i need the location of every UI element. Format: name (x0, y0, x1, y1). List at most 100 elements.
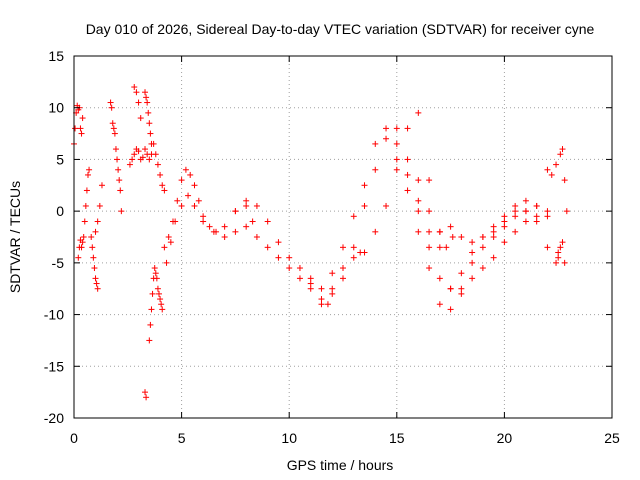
data-point (148, 140, 155, 147)
data-point (318, 285, 325, 292)
data-point (340, 265, 346, 272)
data-point (157, 171, 164, 178)
data-point (393, 166, 400, 173)
data-point (296, 265, 303, 272)
data-point (149, 290, 156, 297)
data-point (144, 99, 151, 106)
data-point (383, 125, 390, 132)
data-point (286, 265, 293, 272)
data-point (458, 285, 465, 292)
data-point (108, 104, 115, 111)
data-point (436, 275, 443, 282)
data-point (501, 218, 508, 225)
data-point (350, 244, 357, 251)
data-point (404, 187, 411, 194)
data-points (71, 84, 570, 401)
data-point (115, 166, 122, 173)
data-point (96, 202, 103, 209)
data-point (469, 249, 476, 256)
series-arc (88, 234, 101, 292)
chart-title: Day 010 of 2026, Sidereal Day-to-day VTE… (86, 21, 595, 37)
data-point (94, 285, 101, 292)
data-point (178, 177, 185, 184)
data-point (469, 239, 476, 246)
data-point (221, 223, 228, 230)
data-point (522, 197, 529, 204)
data-point (426, 244, 433, 251)
data-point (200, 213, 207, 220)
data-point (458, 234, 465, 240)
data-point (415, 109, 422, 116)
data-point (393, 125, 400, 132)
data-point (512, 213, 519, 220)
data-point (154, 161, 161, 168)
data-point (350, 254, 357, 261)
data-point (563, 208, 570, 215)
data-point (372, 140, 379, 147)
data-point (490, 228, 497, 235)
data-point (324, 301, 331, 308)
data-point (361, 202, 368, 209)
y-tick-label: -10 (44, 307, 64, 323)
data-point (329, 285, 336, 292)
data-point (129, 156, 136, 163)
data-point (404, 156, 411, 163)
series-arc (107, 99, 125, 215)
data-point (393, 156, 400, 163)
data-point (426, 208, 433, 215)
x-tick-label: 20 (497, 430, 513, 446)
series-arc (307, 125, 568, 308)
series-arc (163, 192, 331, 308)
data-point (232, 228, 239, 235)
data-point (185, 192, 192, 199)
data-point (167, 239, 174, 246)
data-point (142, 146, 149, 153)
x-tick-label: 0 (70, 430, 78, 446)
data-point (206, 223, 213, 230)
series-arc (329, 249, 364, 277)
data-point (135, 99, 142, 106)
data-point (81, 218, 88, 225)
data-point (501, 239, 508, 246)
data-point (191, 202, 198, 209)
data-point (372, 228, 379, 235)
data-point (187, 171, 194, 178)
y-tick-label: -20 (44, 410, 64, 426)
data-point (253, 234, 260, 240)
data-point (195, 197, 202, 204)
data-point (88, 234, 95, 240)
data-point (512, 228, 519, 235)
data-point (426, 265, 433, 272)
series-arc (126, 140, 168, 194)
data-point (555, 254, 562, 261)
grid-lines (74, 56, 612, 418)
tick-labels: 0 5 10 15 20 25 -20 -15 -10 -5 0 5 10 15 (44, 48, 620, 446)
data-point (264, 244, 271, 251)
data-point (307, 285, 314, 292)
data-point (361, 249, 368, 256)
data-point (501, 213, 508, 220)
data-point (501, 223, 508, 230)
data-point (479, 265, 486, 272)
data-point (143, 394, 150, 401)
data-point (559, 146, 566, 153)
data-point (436, 244, 443, 251)
series-arc (75, 166, 93, 261)
data-point (533, 213, 540, 220)
x-axis-label: GPS time / hours (287, 457, 394, 473)
data-point (232, 208, 239, 215)
axis-ticks (73, 55, 613, 419)
data-point (415, 208, 422, 215)
data-point (443, 244, 450, 251)
data-point (174, 197, 181, 204)
data-point (146, 120, 153, 127)
data-point (158, 301, 165, 308)
data-point (80, 234, 87, 240)
data-point (415, 228, 422, 235)
data-point (426, 177, 433, 184)
data-point (329, 290, 336, 297)
data-point (151, 265, 158, 272)
data-point (533, 202, 540, 209)
data-point (109, 120, 116, 127)
